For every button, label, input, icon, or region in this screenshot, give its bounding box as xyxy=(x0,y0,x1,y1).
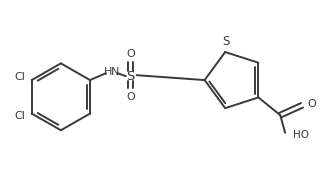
Text: S: S xyxy=(127,70,135,83)
Text: O: O xyxy=(126,49,135,58)
Text: HO: HO xyxy=(293,130,309,140)
Text: H: H xyxy=(104,67,112,77)
Text: Cl: Cl xyxy=(15,72,26,82)
Text: Cl: Cl xyxy=(15,111,26,121)
Text: O: O xyxy=(126,92,135,102)
Text: O: O xyxy=(307,99,316,109)
Text: S: S xyxy=(223,35,230,48)
Text: N: N xyxy=(111,67,119,77)
